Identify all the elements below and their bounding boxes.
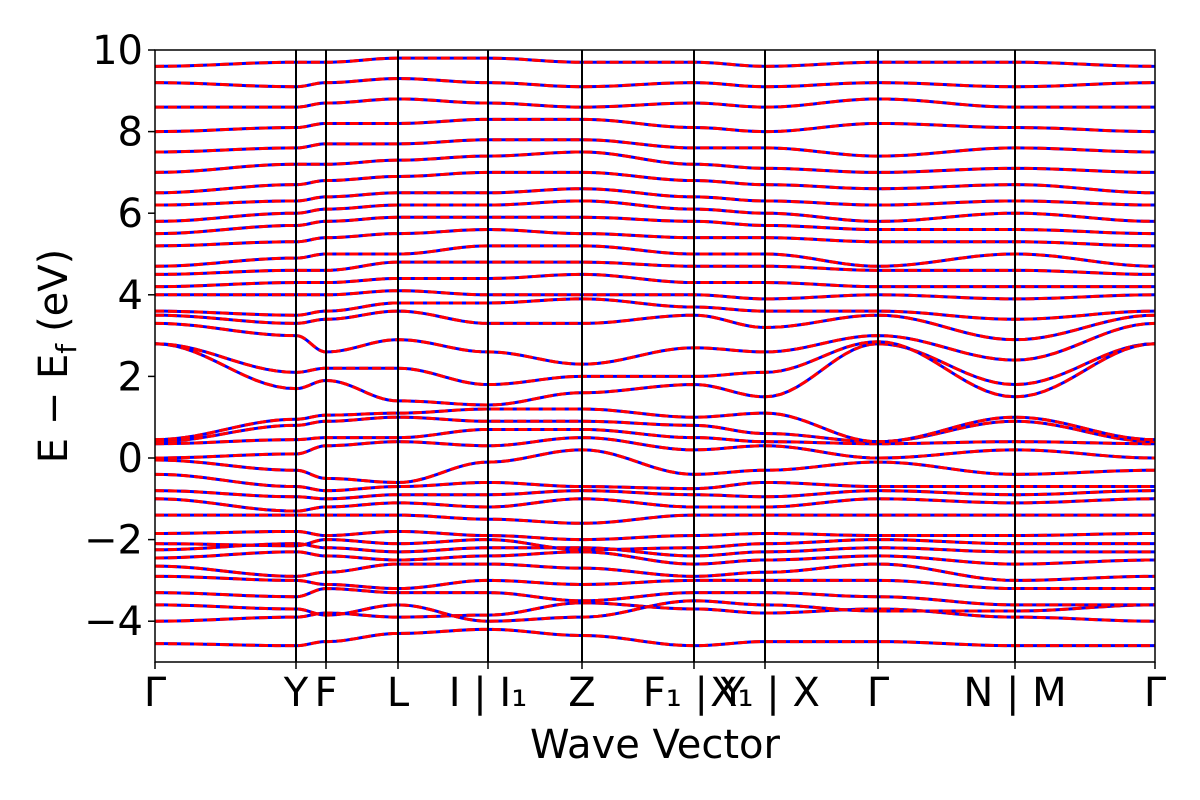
band-line-red	[155, 562, 1155, 582]
band-line-blue	[155, 562, 1155, 582]
band-line-red	[155, 472, 1155, 493]
band-line-red	[155, 289, 1155, 301]
x-tick-label: F	[314, 670, 337, 716]
band-line-red	[155, 260, 1155, 276]
band-line-red	[155, 587, 1155, 607]
y-tick-label: 2	[118, 354, 143, 400]
y-tick-label: 8	[118, 110, 143, 156]
band-line-red	[155, 340, 1155, 399]
y-tick-label: 6	[118, 191, 143, 237]
band-line-red	[155, 187, 1155, 207]
band-line-red	[155, 550, 1155, 566]
band-line-red	[155, 321, 1155, 366]
band-line-red	[155, 97, 1155, 109]
band-line-red	[155, 170, 1155, 195]
y-axis-label: E − Ef (eV)	[31, 249, 83, 464]
x-tick-label: L	[387, 670, 410, 716]
band-line-blue	[155, 587, 1155, 607]
band-line-red	[155, 427, 1155, 446]
x-tick-label: N | M	[963, 670, 1066, 716]
band-line-red	[155, 244, 1155, 268]
band-line-red	[155, 199, 1155, 223]
band-line-blue	[155, 187, 1155, 207]
y-tick-label: −2	[84, 518, 143, 564]
x-tick-label: I | I₁	[449, 670, 528, 716]
y-axis-label-sub: f	[50, 343, 83, 354]
x-tick-label: F₁ | Y	[643, 670, 746, 716]
band-line-red	[155, 215, 1155, 236]
x-tick-label: Γ	[144, 670, 167, 716]
y-tick-label: −4	[84, 599, 143, 645]
y-axis: −4 −2 0 2 4 6 8 10	[84, 28, 155, 645]
band-line-blue	[155, 340, 1155, 399]
x-tick-label: Z	[568, 670, 595, 716]
band-line-red	[155, 117, 1155, 134]
bands-layer	[155, 56, 1155, 648]
band-line-red	[155, 272, 1155, 289]
band-line-red	[155, 56, 1155, 68]
band-line-red	[155, 574, 1155, 591]
band-line-red	[155, 228, 1155, 248]
band-line-red	[155, 542, 1155, 558]
plot-frame	[154, 49, 1156, 663]
band-line-red	[155, 489, 1155, 501]
band-line-red	[155, 529, 1155, 542]
band-line-red	[155, 538, 1155, 552]
band-line-red	[155, 448, 1155, 484]
y-tick-label: 4	[118, 273, 143, 319]
x-tick-label: X₁ | X	[710, 670, 820, 716]
x-axis-label: Wave Vector	[530, 722, 781, 768]
band-line-red	[155, 150, 1155, 174]
band-line-red	[155, 627, 1155, 648]
y-axis-label-unit: (eV)	[31, 249, 77, 332]
band-line-red	[155, 513, 1155, 525]
kpoint-lines	[295, 50, 1016, 662]
y-tick-label: 0	[118, 436, 143, 482]
band-line-red	[155, 497, 1155, 513]
y-axis-label-main: E − E	[31, 354, 77, 464]
band-line-red	[155, 77, 1155, 89]
x-tick-label: Γ	[1144, 670, 1167, 716]
y-tick-label: 10	[92, 28, 143, 74]
x-tick-label: Γ	[867, 670, 890, 716]
band-line-red	[155, 138, 1155, 158]
x-tick-label: Y	[283, 670, 309, 716]
band-line-red	[155, 297, 1155, 321]
band-line-blue	[155, 321, 1155, 366]
